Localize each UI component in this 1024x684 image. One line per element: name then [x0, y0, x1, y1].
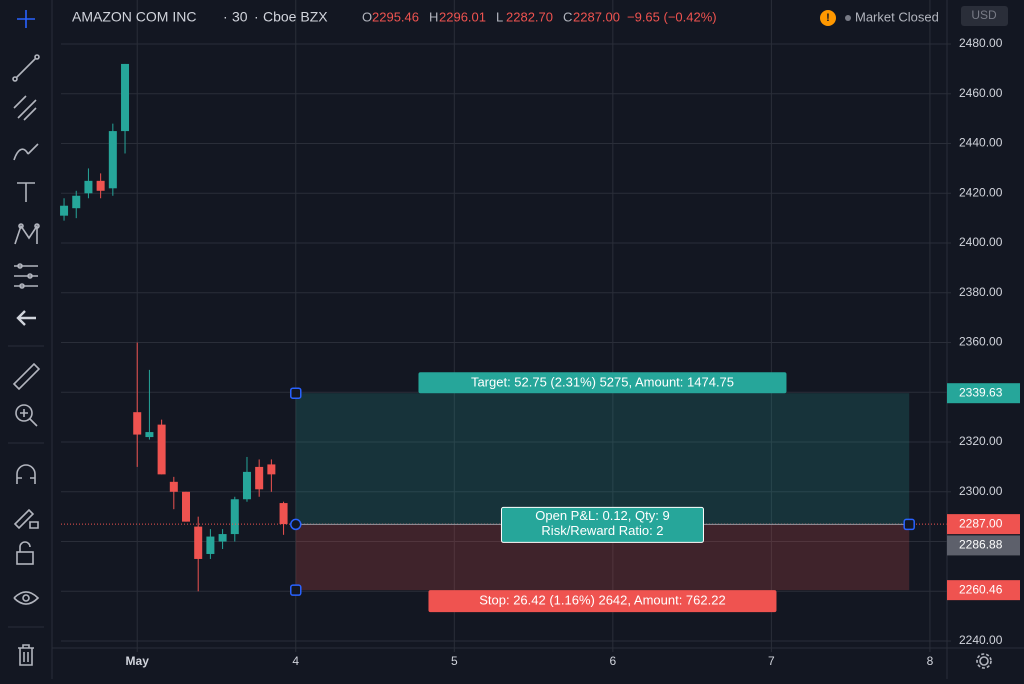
lock-drawings-tool[interactable] [13, 508, 39, 530]
stop-label-box [428, 590, 777, 613]
target-label: Target: 52.75 (2.31%) 5275, Amount: 1474… [471, 375, 734, 390]
prediction-tool[interactable] [14, 263, 38, 289]
trendline-tool[interactable] [12, 54, 40, 82]
target-price: 2339.63 [959, 385, 1003, 399]
ohlc-label: L [496, 9, 503, 24]
entry-price: 2286.88 [959, 538, 1003, 552]
exchange: Cboe BZX [263, 9, 328, 25]
alert-icon[interactable] [820, 10, 836, 26]
visibility-tool[interactable] [13, 591, 40, 605]
ohlc-label: C [563, 9, 572, 24]
candle-body [230, 499, 239, 535]
candle-body [84, 180, 93, 194]
candle-body [72, 195, 81, 209]
ohlc-label: H [429, 9, 438, 24]
y-tick-label: 2400.00 [959, 235, 1003, 249]
candle-body [182, 491, 191, 522]
currency-box[interactable] [961, 6, 1008, 26]
ohlc-value: 2295.46 [372, 9, 419, 24]
target-price-box [947, 383, 1020, 404]
target-zone [295, 393, 910, 525]
y-tick-label: 2480.00 [959, 36, 1003, 50]
separator: · [254, 9, 259, 25]
ohlc-value: 2282.70 [506, 9, 553, 24]
y-tick-label: 2320.00 [959, 434, 1003, 448]
candle-body [218, 534, 227, 542]
target-label-box [418, 372, 787, 394]
entry-price-box [947, 535, 1020, 556]
brush-tool[interactable] [13, 143, 39, 161]
status-dot [845, 15, 851, 21]
zoom-tool[interactable] [15, 404, 38, 427]
y-tick-label: 2300.00 [959, 484, 1003, 498]
handle[interactable] [290, 584, 302, 596]
y-tick-label: 2240.00 [959, 633, 1003, 647]
symbol: AMAZON COM INC [72, 9, 196, 25]
y-tick-label: 2440.00 [959, 136, 1003, 150]
pattern-tool[interactable] [14, 223, 40, 245]
interval: 30 [232, 9, 248, 25]
change: −9.65 (−0.42%) [627, 9, 717, 24]
handle[interactable] [903, 518, 915, 531]
y-tick-label: 2360.00 [959, 335, 1003, 349]
stop-label: Stop: 26.42 (1.16%) 2642, Amount: 762.22 [479, 593, 725, 608]
candle-body [145, 432, 154, 438]
y-tick-label: 2420.00 [959, 185, 1003, 199]
x-tick-label: May [126, 654, 150, 668]
candle-body [242, 471, 251, 500]
pnl-label: Open P&L: 0.12, Qty: 9 [535, 508, 669, 523]
y-tick-label: 2380.00 [959, 285, 1003, 299]
ohlc-label: O [362, 9, 372, 24]
candle-body [169, 481, 178, 492]
candle-body [267, 464, 276, 475]
fib-tool[interactable] [13, 95, 37, 121]
pnl-box [500, 506, 704, 543]
candle-body [133, 412, 142, 435]
handle[interactable] [290, 518, 302, 531]
candle-body [206, 536, 215, 554]
ohlc-value: 2296.01 [439, 9, 486, 24]
left-toolbar [0, 0, 53, 679]
candle-body [96, 180, 105, 191]
market-status: Market Closed [855, 9, 939, 24]
header: AMAZON COM INC · 30 · Cboe BZX O 2295.46 H… [72, 6, 1008, 26]
back-tool[interactable] [16, 310, 36, 326]
ruler-tool[interactable] [12, 362, 41, 391]
last-price-box [947, 514, 1020, 535]
candle-body [279, 503, 288, 525]
y-tick-label: 2460.00 [959, 86, 1003, 100]
lock-tool[interactable] [16, 541, 34, 565]
x-tick-label: 6 [610, 654, 617, 668]
x-tick-label: 7 [768, 654, 775, 668]
alert-icon-text: ! [826, 12, 830, 24]
axes: 2240.002260.002280.002300.002320.002340.… [126, 36, 1020, 668]
candle-body [255, 466, 264, 490]
candle-body [157, 424, 166, 475]
x-tick-label: 5 [451, 654, 458, 668]
handle[interactable] [290, 387, 302, 399]
stop-price: 2260.46 [959, 582, 1003, 596]
candle-body [60, 205, 69, 216]
candle-body [194, 526, 203, 559]
stop-price-box [947, 580, 1020, 601]
separator: · [223, 9, 228, 25]
ohlc-values: O 2295.46 H 2296.01 L 2282.70 C 2287.00 −9.65 (−… [362, 9, 717, 24]
currency: USD [971, 8, 997, 22]
ohlc-value: 2287.00 [573, 9, 620, 24]
settings-button[interactable] [976, 653, 992, 669]
x-tick-label: 8 [927, 654, 934, 668]
x-tick-label: 4 [292, 654, 299, 668]
ratio-label: Risk/Reward Ratio: 2 [541, 523, 663, 538]
magnet-tool[interactable] [16, 464, 36, 484]
delete-tool[interactable] [18, 644, 34, 666]
last-price: 2287.00 [959, 516, 1003, 530]
candle-body [121, 63, 130, 132]
crosshair-tool[interactable] [17, 10, 35, 28]
text-tool[interactable] [17, 182, 35, 202]
candle-body [108, 131, 117, 189]
long-position-tool[interactable]: Target: 52.75 (2.31%) 5275, Amount: 1474… [290, 372, 915, 613]
